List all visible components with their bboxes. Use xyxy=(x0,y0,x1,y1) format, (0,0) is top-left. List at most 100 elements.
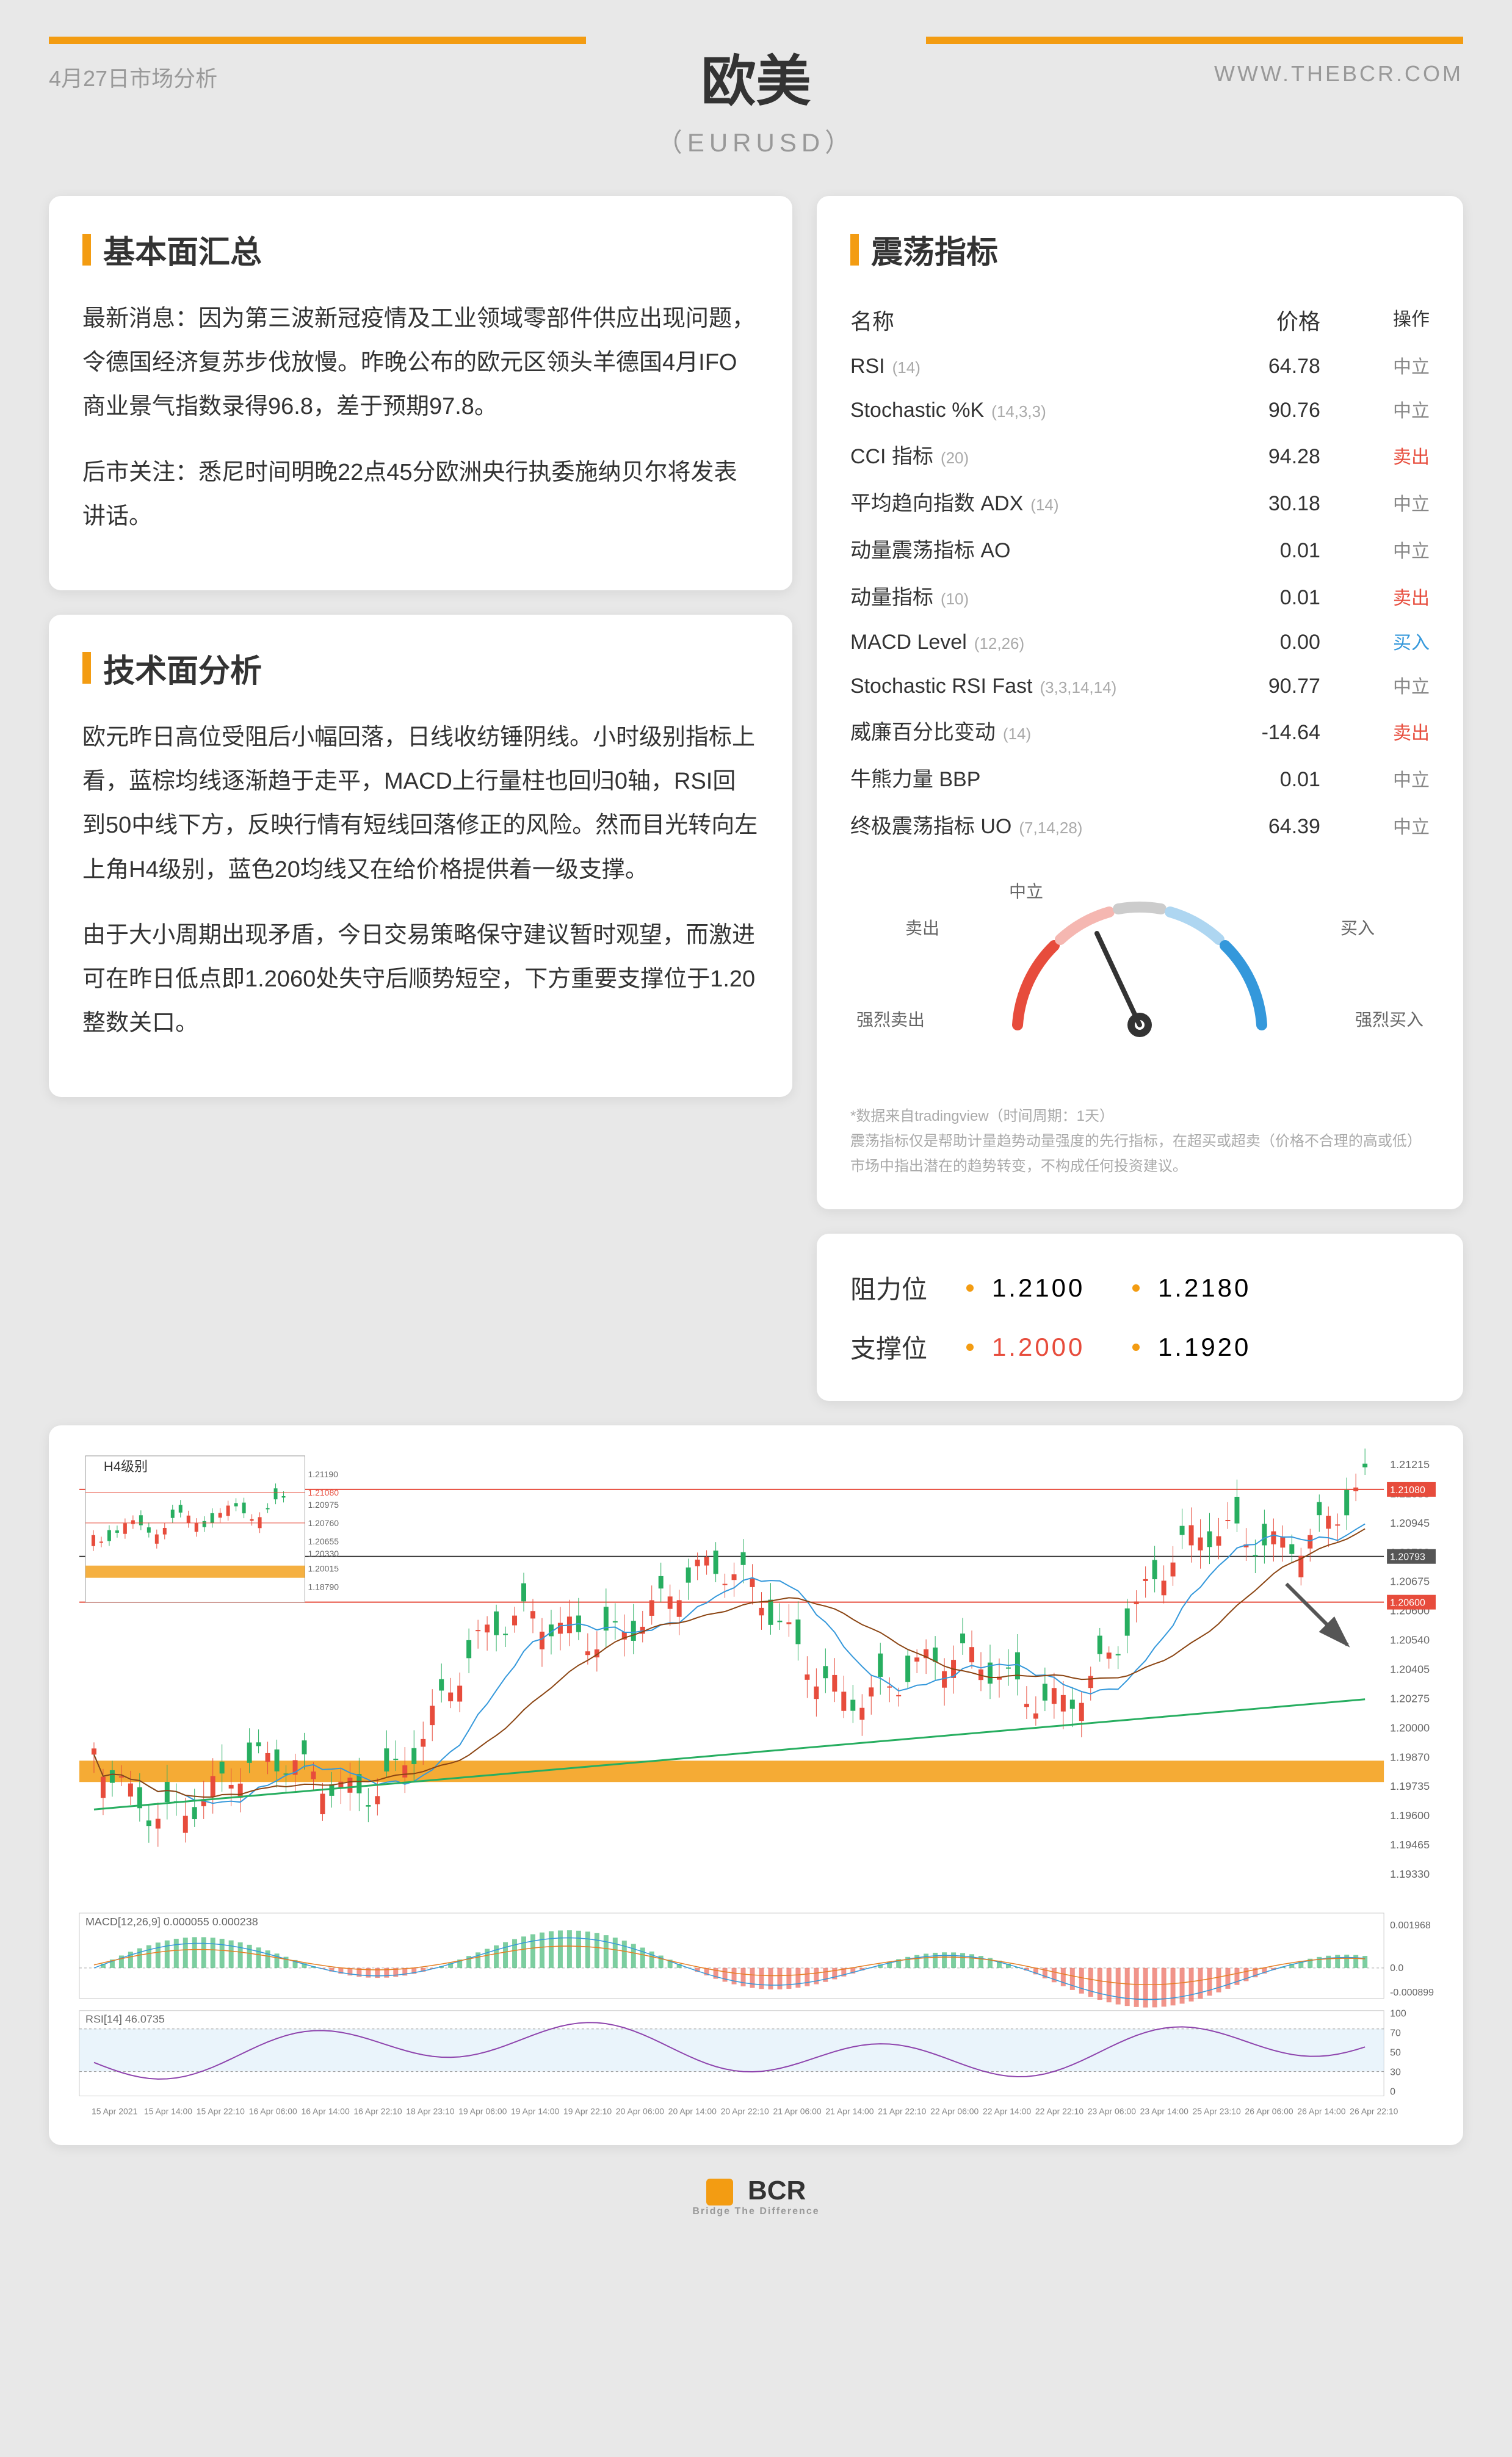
svg-text:1.20000: 1.20000 xyxy=(1390,1722,1430,1734)
svg-text:19 Apr 14:00: 19 Apr 14:00 xyxy=(511,2107,559,2116)
fundamentals-p1: 最新消息：因为第三波新冠疫情及工业领域零部件供应出现问题，令德国经济复苏步伐放慢… xyxy=(82,297,759,429)
ind-price: 90.76 xyxy=(1184,399,1339,422)
indicator-row: 终极震荡指标 UO(7,14,28)64.39中立 xyxy=(850,801,1430,848)
ind-action: 中立 xyxy=(1339,352,1430,378)
svg-text:1.18790: 1.18790 xyxy=(308,1582,339,1592)
inset-label: H4级别 xyxy=(104,1459,148,1474)
svg-text:1.20600: 1.20600 xyxy=(1390,1598,1425,1608)
oscillators-card: 震荡指标 名称 价格 操作 RSI(14)64.78中立Stochastic %… xyxy=(817,196,1463,1209)
date-label: 4月27日市场分析 xyxy=(49,61,217,93)
page-header: 4月27日市场分析 WWW.THEBCR.COM 欧美 （EURUSD） xyxy=(49,37,1463,159)
resistance-v1: 1.2100 xyxy=(992,1273,1114,1303)
svg-text:26 Apr 14:00: 26 Apr 14:00 xyxy=(1297,2107,1345,2116)
page-subtitle: （EURUSD） xyxy=(49,122,1463,159)
resistance-v2: 1.2180 xyxy=(1158,1273,1280,1303)
svg-text:-0.000899: -0.000899 xyxy=(1390,1988,1434,1998)
svg-text:22 Apr 06:00: 22 Apr 06:00 xyxy=(930,2107,978,2116)
svg-text:1.20975: 1.20975 xyxy=(308,1500,339,1510)
indicator-row: 平均趋向指数 ADX(14)30.18中立 xyxy=(850,478,1430,525)
svg-text:25 Apr 23:10: 25 Apr 23:10 xyxy=(1193,2107,1241,2116)
svg-text:1.21215: 1.21215 xyxy=(1390,1458,1430,1471)
svg-text:1.21080: 1.21080 xyxy=(1390,1485,1425,1496)
ind-price: -14.64 xyxy=(1184,721,1339,745)
fundamentals-title-text: 基本面汇总 xyxy=(103,226,262,272)
svg-text:100: 100 xyxy=(1390,2009,1406,2019)
ind-name: 终极震荡指标 UO(7,14,28) xyxy=(850,809,1184,839)
ind-action: 卖出 xyxy=(1339,718,1430,745)
title-accent-icon xyxy=(82,234,91,266)
svg-text:1.20330: 1.20330 xyxy=(308,1549,339,1558)
ind-name: MACD Level(12,26) xyxy=(850,631,1184,654)
dot-icon xyxy=(966,1344,974,1351)
ind-action: 中立 xyxy=(1339,671,1430,698)
dot-icon xyxy=(1132,1344,1140,1351)
gauge-sell: 卖出 xyxy=(905,915,939,939)
fundamentals-card: 基本面汇总 最新消息：因为第三波新冠疫情及工业领域零部件供应出现问题，令德国经济… xyxy=(49,196,792,590)
indicator-table: 名称 价格 操作 RSI(14)64.78中立Stochastic %K(14,… xyxy=(850,297,1430,848)
svg-text:1.20945: 1.20945 xyxy=(1390,1517,1430,1529)
oscillators-title: 震荡指标 xyxy=(850,226,1430,272)
svg-text:20 Apr 06:00: 20 Apr 06:00 xyxy=(616,2107,664,2116)
svg-text:1.19465: 1.19465 xyxy=(1390,1839,1430,1851)
ind-name: Stochastic RSI Fast(3,3,14,14) xyxy=(850,675,1184,698)
indicator-row: RSI(14)64.78中立 xyxy=(850,343,1430,387)
footer: BCR Bridge The Difference xyxy=(49,2176,1463,2217)
brand-name: BCR xyxy=(748,2176,806,2206)
svg-text:0.0: 0.0 xyxy=(1390,1963,1403,1974)
svg-text:0.001968: 0.001968 xyxy=(1390,1920,1431,1931)
svg-text:70: 70 xyxy=(1390,2028,1401,2039)
svg-text:15 Apr 14:00: 15 Apr 14:00 xyxy=(144,2107,192,2116)
svg-text:21 Apr 14:00: 21 Apr 14:00 xyxy=(825,2107,874,2116)
svg-text:1.21190: 1.21190 xyxy=(308,1469,338,1479)
title-accent-icon xyxy=(850,234,859,266)
indicator-row: MACD Level(12,26)0.00买入 xyxy=(850,619,1430,663)
indicator-row: CCI 指标(20)94.28卖出 xyxy=(850,431,1430,478)
ind-name: 威廉百分比变动(14) xyxy=(850,715,1184,745)
ind-action: 卖出 xyxy=(1339,583,1430,610)
svg-text:1.21080: 1.21080 xyxy=(308,1488,339,1497)
svg-text:MACD[12,26,9] 0.000055 0.00023: MACD[12,26,9] 0.000055 0.000238 xyxy=(85,1916,258,1928)
header-accent-left xyxy=(49,37,586,44)
indicator-row: Stochastic RSI Fast(3,3,14,14)90.77中立 xyxy=(850,663,1430,707)
technical-p2: 由于大小周期出现矛盾，今日交易策略保守建议暂时观望，而激进可在昨日低点即1.20… xyxy=(82,913,759,1046)
svg-text:0: 0 xyxy=(1390,2087,1395,2097)
col-price: 价格 xyxy=(1184,304,1339,336)
technical-title: 技术面分析 xyxy=(82,645,759,691)
svg-text:23 Apr 06:00: 23 Apr 06:00 xyxy=(1088,2107,1136,2116)
fundamentals-title: 基本面汇总 xyxy=(82,226,759,272)
svg-text:1.20405: 1.20405 xyxy=(1390,1663,1430,1676)
header-accent-right xyxy=(926,37,1463,44)
svg-text:1.20275: 1.20275 xyxy=(1390,1693,1430,1705)
indicator-row: 动量震荡指标 AO0.01中立 xyxy=(850,525,1430,572)
indicator-row: 威廉百分比变动(14)-14.64卖出 xyxy=(850,707,1430,754)
gauge-strong-buy: 强烈买入 xyxy=(1355,1007,1423,1031)
svg-text:16 Apr 14:00: 16 Apr 14:00 xyxy=(301,2107,349,2116)
svg-text:1.20760: 1.20760 xyxy=(308,1518,339,1528)
svg-text:1.19735: 1.19735 xyxy=(1390,1781,1430,1793)
ind-price: 0.00 xyxy=(1184,631,1339,654)
price-chart-card: 1.212151.210801.209451.207931.206751.206… xyxy=(49,1425,1463,2145)
support-v1: 1.2000 xyxy=(992,1333,1114,1362)
col-action: 操作 xyxy=(1339,304,1430,336)
ind-price: 0.01 xyxy=(1184,768,1339,792)
svg-text:50: 50 xyxy=(1390,2048,1401,2058)
indicator-row: Stochastic %K(14,3,3)90.76中立 xyxy=(850,387,1430,431)
technical-p1: 欧元昨日高位受阻后小幅回落，日线收纺锤阴线。小时级别指标上看，蓝棕均线逐渐趋于走… xyxy=(82,715,759,892)
gauge-chart: 强烈卖出 卖出 中立 买入 强烈买入 xyxy=(850,878,1430,1086)
svg-text:26 Apr 22:10: 26 Apr 22:10 xyxy=(1350,2107,1398,2116)
brand-icon xyxy=(706,2179,733,2206)
ind-name: 平均趋向指数 ADX(14) xyxy=(850,487,1184,516)
svg-text:20 Apr 22:10: 20 Apr 22:10 xyxy=(721,2107,769,2116)
ind-name: 动量震荡指标 AO xyxy=(850,534,1184,563)
resistance-label: 阻力位 xyxy=(850,1269,948,1306)
dot-icon xyxy=(1132,1284,1140,1292)
svg-text:1.20793: 1.20793 xyxy=(1390,1552,1425,1563)
svg-text:16 Apr 22:10: 16 Apr 22:10 xyxy=(353,2107,402,2116)
ind-action: 中立 xyxy=(1339,765,1430,792)
svg-text:1.20540: 1.20540 xyxy=(1390,1634,1430,1646)
fundamentals-p2: 后市关注：悉尼时间明晚22点45分欧洲央行执委施纳贝尔将发表讲话。 xyxy=(82,451,759,538)
svg-text:15 Apr 22:10: 15 Apr 22:10 xyxy=(197,2107,245,2116)
svg-text:18 Apr 23:10: 18 Apr 23:10 xyxy=(406,2107,454,2116)
technical-card: 技术面分析 欧元昨日高位受阻后小幅回落，日线收纺锤阴线。小时级别指标上看，蓝棕均… xyxy=(49,615,792,1097)
svg-text:20 Apr 14:00: 20 Apr 14:00 xyxy=(668,2107,717,2116)
